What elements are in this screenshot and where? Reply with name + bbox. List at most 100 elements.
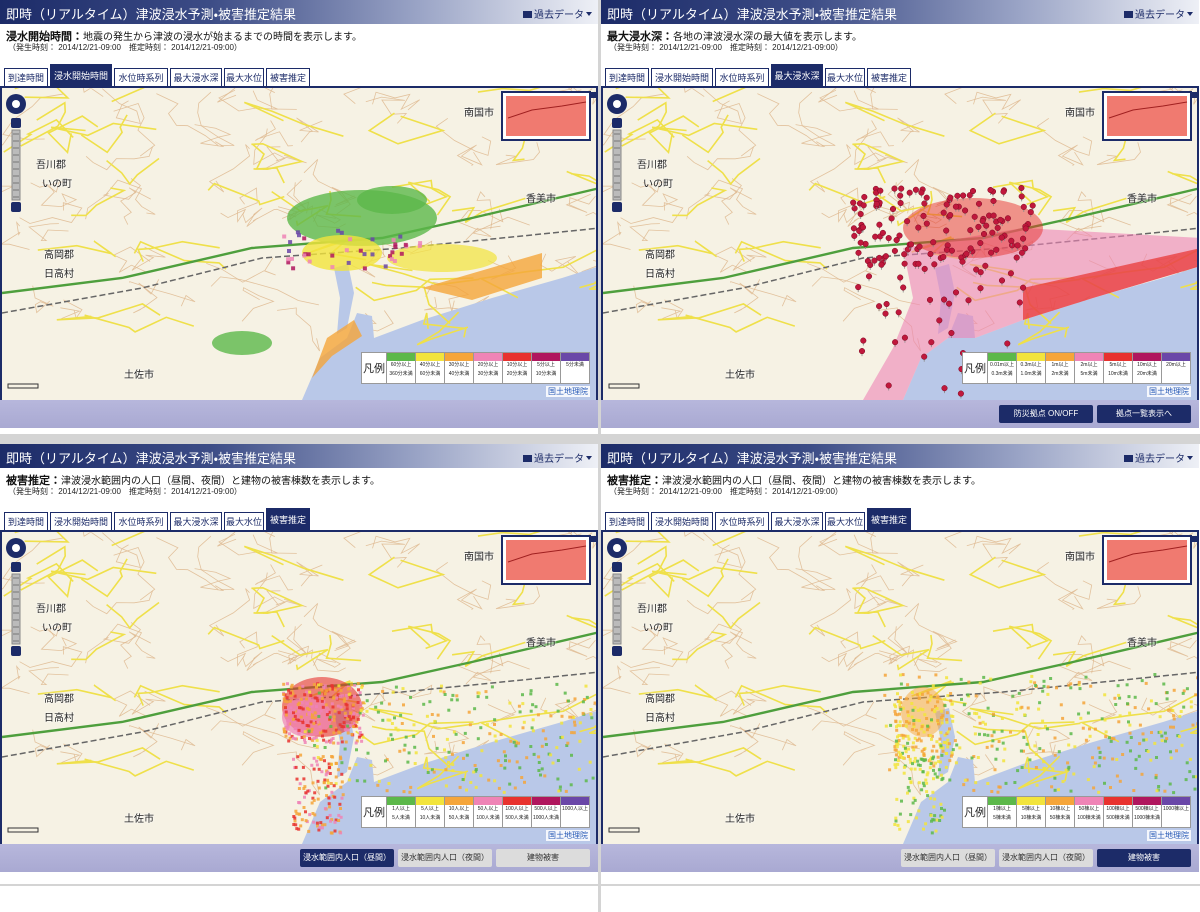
road bbox=[737, 240, 821, 262]
inundation-cell bbox=[286, 260, 291, 265]
button[interactable]: 浸水範囲内人口（昼間） bbox=[901, 849, 995, 867]
inundation-cell bbox=[1066, 767, 1070, 771]
tab[interactable]: 水位時系列 bbox=[715, 512, 769, 530]
tab[interactable]: 到達時間 bbox=[4, 68, 48, 86]
inundation-cell bbox=[932, 805, 936, 809]
tab[interactable]: 最大水位 bbox=[224, 68, 264, 86]
button[interactable]: 浸水範囲内人口（昼間） bbox=[300, 849, 394, 867]
inundation-cell bbox=[978, 732, 981, 736]
tab[interactable]: 浸水開始時間 bbox=[50, 64, 112, 86]
past-data-menu[interactable]: 過去データ bbox=[523, 450, 592, 465]
inundation-cell bbox=[1088, 734, 1092, 738]
inundation-cell bbox=[1003, 747, 1007, 751]
tab[interactable]: 最大浸水深 bbox=[170, 512, 222, 530]
inundation-cell bbox=[534, 705, 538, 709]
inundation-cell bbox=[294, 809, 298, 813]
legend-item: 0.01m以上 0.3m未満 bbox=[987, 353, 1016, 383]
tab[interactable]: 浸水開始時間 bbox=[651, 68, 713, 86]
inundation-cell bbox=[983, 733, 986, 737]
inundation-cell bbox=[462, 756, 465, 760]
map-canvas[interactable] bbox=[603, 532, 1197, 844]
inundation-cell bbox=[556, 777, 560, 781]
inundation-cell bbox=[282, 727, 286, 731]
inundation-cell bbox=[370, 237, 375, 242]
tab[interactable]: 被害推定 bbox=[867, 508, 911, 530]
button[interactable]: 浸水範囲内人口（夜間） bbox=[398, 849, 492, 867]
contour bbox=[686, 178, 742, 220]
facility-marker bbox=[990, 212, 997, 219]
tab[interactable]: 最大浸水深 bbox=[771, 512, 823, 530]
inundation-cell bbox=[912, 796, 916, 800]
tab[interactable]: 被害推定 bbox=[266, 508, 310, 530]
tab[interactable]: 最大水位 bbox=[825, 512, 865, 530]
button[interactable]: 拠点一覧表示へ bbox=[1097, 405, 1191, 423]
inundation-cell bbox=[326, 770, 330, 774]
inundation-cell bbox=[365, 709, 369, 713]
tab[interactable]: 到達時間 bbox=[605, 68, 649, 86]
tab[interactable]: 浸水開始時間 bbox=[50, 512, 112, 530]
legend-item: 50棟以上 100棟未満 bbox=[1074, 797, 1103, 827]
tab[interactable]: 最大浸水深 bbox=[771, 64, 823, 86]
tab[interactable]: 最大浸水深 bbox=[170, 68, 222, 86]
inundation-cell bbox=[899, 701, 903, 705]
past-data-menu[interactable]: 過去データ bbox=[1124, 6, 1193, 21]
facility-marker bbox=[952, 203, 959, 210]
inundation-cell bbox=[1098, 756, 1102, 760]
inundation-cell bbox=[895, 797, 899, 801]
inundation-cell bbox=[1042, 767, 1046, 771]
road bbox=[737, 684, 821, 706]
road bbox=[84, 758, 195, 777]
button[interactable]: 建物被害 bbox=[1097, 849, 1191, 867]
contour bbox=[631, 181, 664, 193]
inundation-cell bbox=[330, 831, 334, 835]
tab[interactable]: 水位時系列 bbox=[715, 68, 769, 86]
tab[interactable]: 被害推定 bbox=[266, 68, 310, 86]
button[interactable]: 建物被害 bbox=[496, 849, 590, 867]
tab[interactable]: 水位時系列 bbox=[114, 68, 168, 86]
inundation-cell bbox=[1172, 717, 1176, 721]
inundation-cell bbox=[323, 807, 327, 811]
button[interactable]: 防災拠点 ON/OFF bbox=[999, 405, 1093, 423]
inundation-cell bbox=[936, 695, 940, 699]
inundation-cell bbox=[363, 779, 367, 783]
contour bbox=[713, 246, 752, 273]
inundation-cell bbox=[297, 233, 301, 238]
facility-marker bbox=[1020, 235, 1027, 242]
map-canvas[interactable] bbox=[2, 88, 596, 400]
folder-icon bbox=[523, 454, 532, 462]
tab[interactable]: 浸水開始時間 bbox=[651, 512, 713, 530]
facility-marker bbox=[1013, 254, 1020, 261]
button[interactable]: 浸水範囲内人口（夜間） bbox=[999, 849, 1093, 867]
contour bbox=[932, 630, 958, 659]
inundation-cell bbox=[913, 706, 917, 710]
tab[interactable]: 被害推定 bbox=[867, 68, 911, 86]
inundation-cell bbox=[311, 738, 315, 742]
inundation-cell bbox=[932, 818, 936, 822]
inundation-cell bbox=[324, 740, 328, 744]
contour bbox=[120, 187, 151, 225]
inundation-cell bbox=[359, 709, 363, 713]
facility-marker bbox=[946, 300, 953, 307]
past-data-menu[interactable]: 過去データ bbox=[1124, 450, 1193, 465]
contour bbox=[2, 129, 14, 146]
inundation-cell bbox=[917, 737, 921, 741]
inundation-cell bbox=[1098, 750, 1102, 754]
inundation-cell bbox=[935, 775, 939, 779]
inundation-cell bbox=[312, 756, 316, 760]
tab[interactable]: 水位時系列 bbox=[114, 512, 168, 530]
contour bbox=[106, 179, 156, 215]
inundation-cell bbox=[560, 714, 564, 718]
inundation-cell bbox=[898, 753, 902, 757]
road bbox=[14, 88, 70, 99]
road bbox=[1017, 755, 1070, 790]
road bbox=[615, 532, 671, 543]
tab[interactable]: 到達時間 bbox=[605, 512, 649, 530]
tab[interactable]: 最大水位 bbox=[224, 512, 264, 530]
inundation-cell bbox=[573, 697, 577, 701]
inundation-cell bbox=[936, 700, 940, 704]
tab[interactable]: 最大水位 bbox=[825, 68, 865, 86]
past-data-menu[interactable]: 過去データ bbox=[523, 6, 592, 21]
inundation-cell bbox=[593, 701, 596, 705]
tab[interactable]: 到達時間 bbox=[4, 512, 48, 530]
contour bbox=[565, 637, 596, 657]
